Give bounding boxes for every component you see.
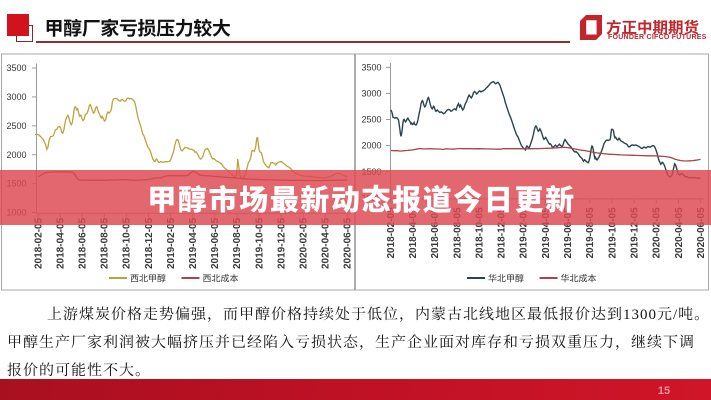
- svg-text:3500: 3500: [361, 62, 381, 72]
- svg-text:2020-06-05: 2020-06-05: [343, 217, 354, 269]
- svg-text:西北成本: 西北成本: [203, 273, 239, 283]
- svg-text:2018-06-05: 2018-06-05: [430, 207, 441, 259]
- svg-text:2019-04-05: 2019-04-05: [541, 207, 552, 259]
- svg-text:2019-02-05: 2019-02-05: [166, 217, 177, 269]
- svg-text:2019-10-05: 2019-10-05: [607, 207, 618, 259]
- svg-text:西北甲醇: 西北甲醇: [130, 273, 166, 283]
- svg-text:2018-02-05: 2018-02-05: [386, 207, 397, 259]
- svg-text:2020-06-05: 2020-06-05: [696, 207, 707, 259]
- svg-text:2500: 2500: [6, 121, 26, 131]
- svg-text:华北甲醇: 华北甲醇: [488, 273, 524, 283]
- svg-text:2018-04-05: 2018-04-05: [55, 217, 66, 269]
- svg-text:华北成本: 华北成本: [561, 273, 597, 283]
- svg-text:2018-10-05: 2018-10-05: [474, 207, 485, 259]
- svg-text:2020-04-05: 2020-04-05: [674, 207, 685, 259]
- svg-text:2500: 2500: [361, 115, 381, 125]
- svg-text:2018-04-05: 2018-04-05: [408, 207, 419, 259]
- svg-text:2020-02-05: 2020-02-05: [652, 207, 663, 259]
- svg-text:2019-12-05: 2019-12-05: [276, 217, 287, 269]
- svg-text:2000: 2000: [361, 141, 381, 151]
- svg-text:2019-08-05: 2019-08-05: [585, 207, 596, 259]
- svg-text:2019-06-05: 2019-06-05: [210, 217, 221, 269]
- svg-text:2019-12-05: 2019-12-05: [629, 207, 640, 259]
- svg-text:2019-06-05: 2019-06-05: [563, 207, 574, 259]
- svg-text:2018-12-05: 2018-12-05: [497, 207, 508, 259]
- svg-text:3000: 3000: [361, 89, 381, 99]
- svg-text:2019-04-05: 2019-04-05: [188, 217, 199, 269]
- svg-text:3000: 3000: [6, 92, 26, 102]
- svg-text:2018-02-05: 2018-02-05: [33, 217, 44, 269]
- svg-text:2019-10-05: 2019-10-05: [254, 217, 265, 269]
- svg-text:2020-04-05: 2020-04-05: [321, 217, 332, 269]
- svg-text:2018-10-05: 2018-10-05: [122, 217, 133, 269]
- svg-text:2018-12-05: 2018-12-05: [144, 217, 155, 269]
- svg-text:2019-02-05: 2019-02-05: [519, 207, 530, 259]
- svg-text:3500: 3500: [6, 63, 26, 73]
- svg-text:2020-02-05: 2020-02-05: [299, 217, 310, 269]
- svg-text:2019-08-05: 2019-08-05: [232, 217, 243, 269]
- svg-text:2000: 2000: [6, 150, 26, 160]
- svg-text:2018-08-05: 2018-08-05: [452, 207, 463, 259]
- svg-text:2018-06-05: 2018-06-05: [78, 217, 89, 269]
- svg-text:2018-08-05: 2018-08-05: [100, 217, 111, 269]
